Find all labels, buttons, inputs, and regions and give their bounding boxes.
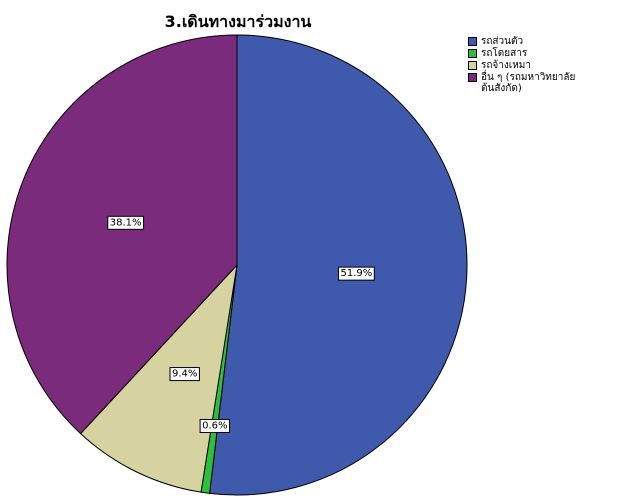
legend-swatch-3 (468, 73, 477, 82)
legend-swatch-0 (468, 37, 477, 46)
chart-title: 3.เดินทางมาร่วมงาน (164, 12, 312, 31)
svg-text:51.9%: 51.9% (340, 268, 372, 279)
legend-label-0: รถส่วนตัว (481, 36, 524, 47)
chart-legend: รถส่วนตัว รถโดยสาร รถจ้างเหมา อื่น ๆ (รถมหา… (468, 36, 624, 95)
pie-slice-2 (79, 263, 238, 493)
pie-slice-0 (209, 34, 468, 496)
legend-swatch-2 (468, 61, 477, 70)
legend-label-1: รถโดยสาร (481, 48, 528, 59)
pie-slice-3 (6, 34, 238, 435)
slice-value-label-3: 38.1% (107, 215, 145, 230)
slice-value-label-1: 0.6% (199, 418, 231, 433)
legend-item-0: รถส่วนตัว (468, 36, 624, 47)
legend-item-3: อื่น ๆ (รถมหาวิทยาลัย ต้นสังกัด) (468, 72, 624, 94)
svg-text:38.1%: 38.1% (110, 217, 142, 228)
legend-item-1: รถโดยสาร (468, 48, 624, 59)
legend-swatch-1 (468, 49, 477, 58)
legend-item-2: รถจ้างเหมา (468, 60, 624, 71)
slice-value-label-0: 51.9% (337, 266, 375, 281)
svg-text:9.4%: 9.4% (172, 369, 197, 380)
slice-value-label-2: 9.4% (169, 367, 200, 382)
legend-label-3: อื่น ๆ (รถมหาวิทยาลัย ต้นสังกัด) (481, 72, 576, 94)
legend-label-2: รถจ้างเหมา (481, 60, 531, 71)
svg-text:0.6%: 0.6% (202, 420, 227, 431)
